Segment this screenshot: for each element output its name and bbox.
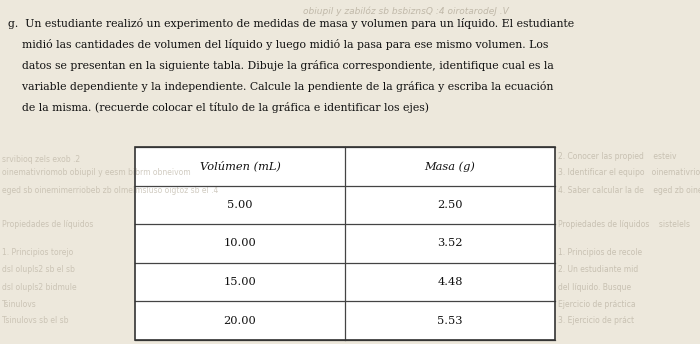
Text: 5.53: 5.53 xyxy=(438,316,463,326)
Text: 15.00: 15.00 xyxy=(223,277,256,287)
Text: del líquido. Busque: del líquido. Busque xyxy=(558,283,631,292)
Text: dsl olupls2 bidmule: dsl olupls2 bidmule xyxy=(2,283,76,292)
Text: 20.00: 20.00 xyxy=(223,316,256,326)
Text: Tsinulovs sb el sb: Tsinulovs sb el sb xyxy=(2,316,69,325)
Bar xyxy=(135,147,555,340)
Text: de la misma. (recuerde colocar el título de la gráfica e identificar los ejes): de la misma. (recuerde colocar el título… xyxy=(8,102,429,113)
Text: 2. Conocer las propied    esteiv: 2. Conocer las propied esteiv xyxy=(558,152,676,161)
Text: Masa (g): Masa (g) xyxy=(425,161,475,172)
Text: Volúmen (mL): Volúmen (mL) xyxy=(199,161,281,172)
Text: Ejercicio de práctica: Ejercicio de práctica xyxy=(558,300,636,309)
Text: 2. Un estudiante mid: 2. Un estudiante mid xyxy=(558,265,638,274)
Text: dsl olupls2 sb el sb: dsl olupls2 sb el sb xyxy=(2,265,75,274)
Text: variable dependiente y la independiente. Calcule la pendiente de la gráfica y es: variable dependiente y la independiente.… xyxy=(8,81,554,92)
Text: srvibioq zels exob .2: srvibioq zels exob .2 xyxy=(2,155,80,164)
Text: 4. Saber calcular la de    eged zb oinemizerri: 4. Saber calcular la de eged zb oinemize… xyxy=(558,186,700,195)
Text: 4.48: 4.48 xyxy=(438,277,463,287)
Text: Tsinulovs: Tsinulovs xyxy=(2,300,36,309)
Text: datos se presentan en la siguiente tabla. Dibuje la gráfica correspondiente, ide: datos se presentan en la siguiente tabla… xyxy=(8,60,554,71)
Text: 3.52: 3.52 xyxy=(438,238,463,248)
Text: 3. Identificar el equipo   oinemativriom: 3. Identificar el equipo oinemativriom xyxy=(558,168,700,177)
Text: 5.00: 5.00 xyxy=(228,200,253,210)
Text: 1. Principios de recole: 1. Principios de recole xyxy=(558,248,642,257)
Text: 2.50: 2.50 xyxy=(438,200,463,210)
Text: obiupil y zabilóz sb bsbiznsQ :4 oirotarodeJ .V: obiupil y zabilóz sb bsbiznsQ :4 oirotar… xyxy=(303,6,509,15)
Text: 10.00: 10.00 xyxy=(223,238,256,248)
Text: Propiedades de líquidos    sistelels: Propiedades de líquidos sistelels xyxy=(558,220,690,229)
Bar xyxy=(135,147,555,340)
Text: 1. Principios torejo: 1. Principios torejo xyxy=(2,248,73,257)
Text: 3. Ejercicio de práct: 3. Ejercicio de práct xyxy=(558,316,634,325)
Text: g.  Un estudiante realizó un experimento de medidas de masa y volumen para un lí: g. Un estudiante realizó un experimento … xyxy=(8,18,574,29)
Text: eged sb oinemimerriobeb zb olmelmsluso oigtoz sb el .4: eged sb oinemimerriobeb zb olmelmsluso o… xyxy=(2,186,218,195)
Text: Propiedades de líquidos: Propiedades de líquidos xyxy=(2,220,93,229)
Text: oinemativriomob obiupil y eesm bibrm obneivom: oinemativriomob obiupil y eesm bibrm obn… xyxy=(2,168,190,177)
Text: midió las cantidades de volumen del líquido y luego midió la pasa para ese mismo: midió las cantidades de volumen del líqu… xyxy=(8,39,548,50)
